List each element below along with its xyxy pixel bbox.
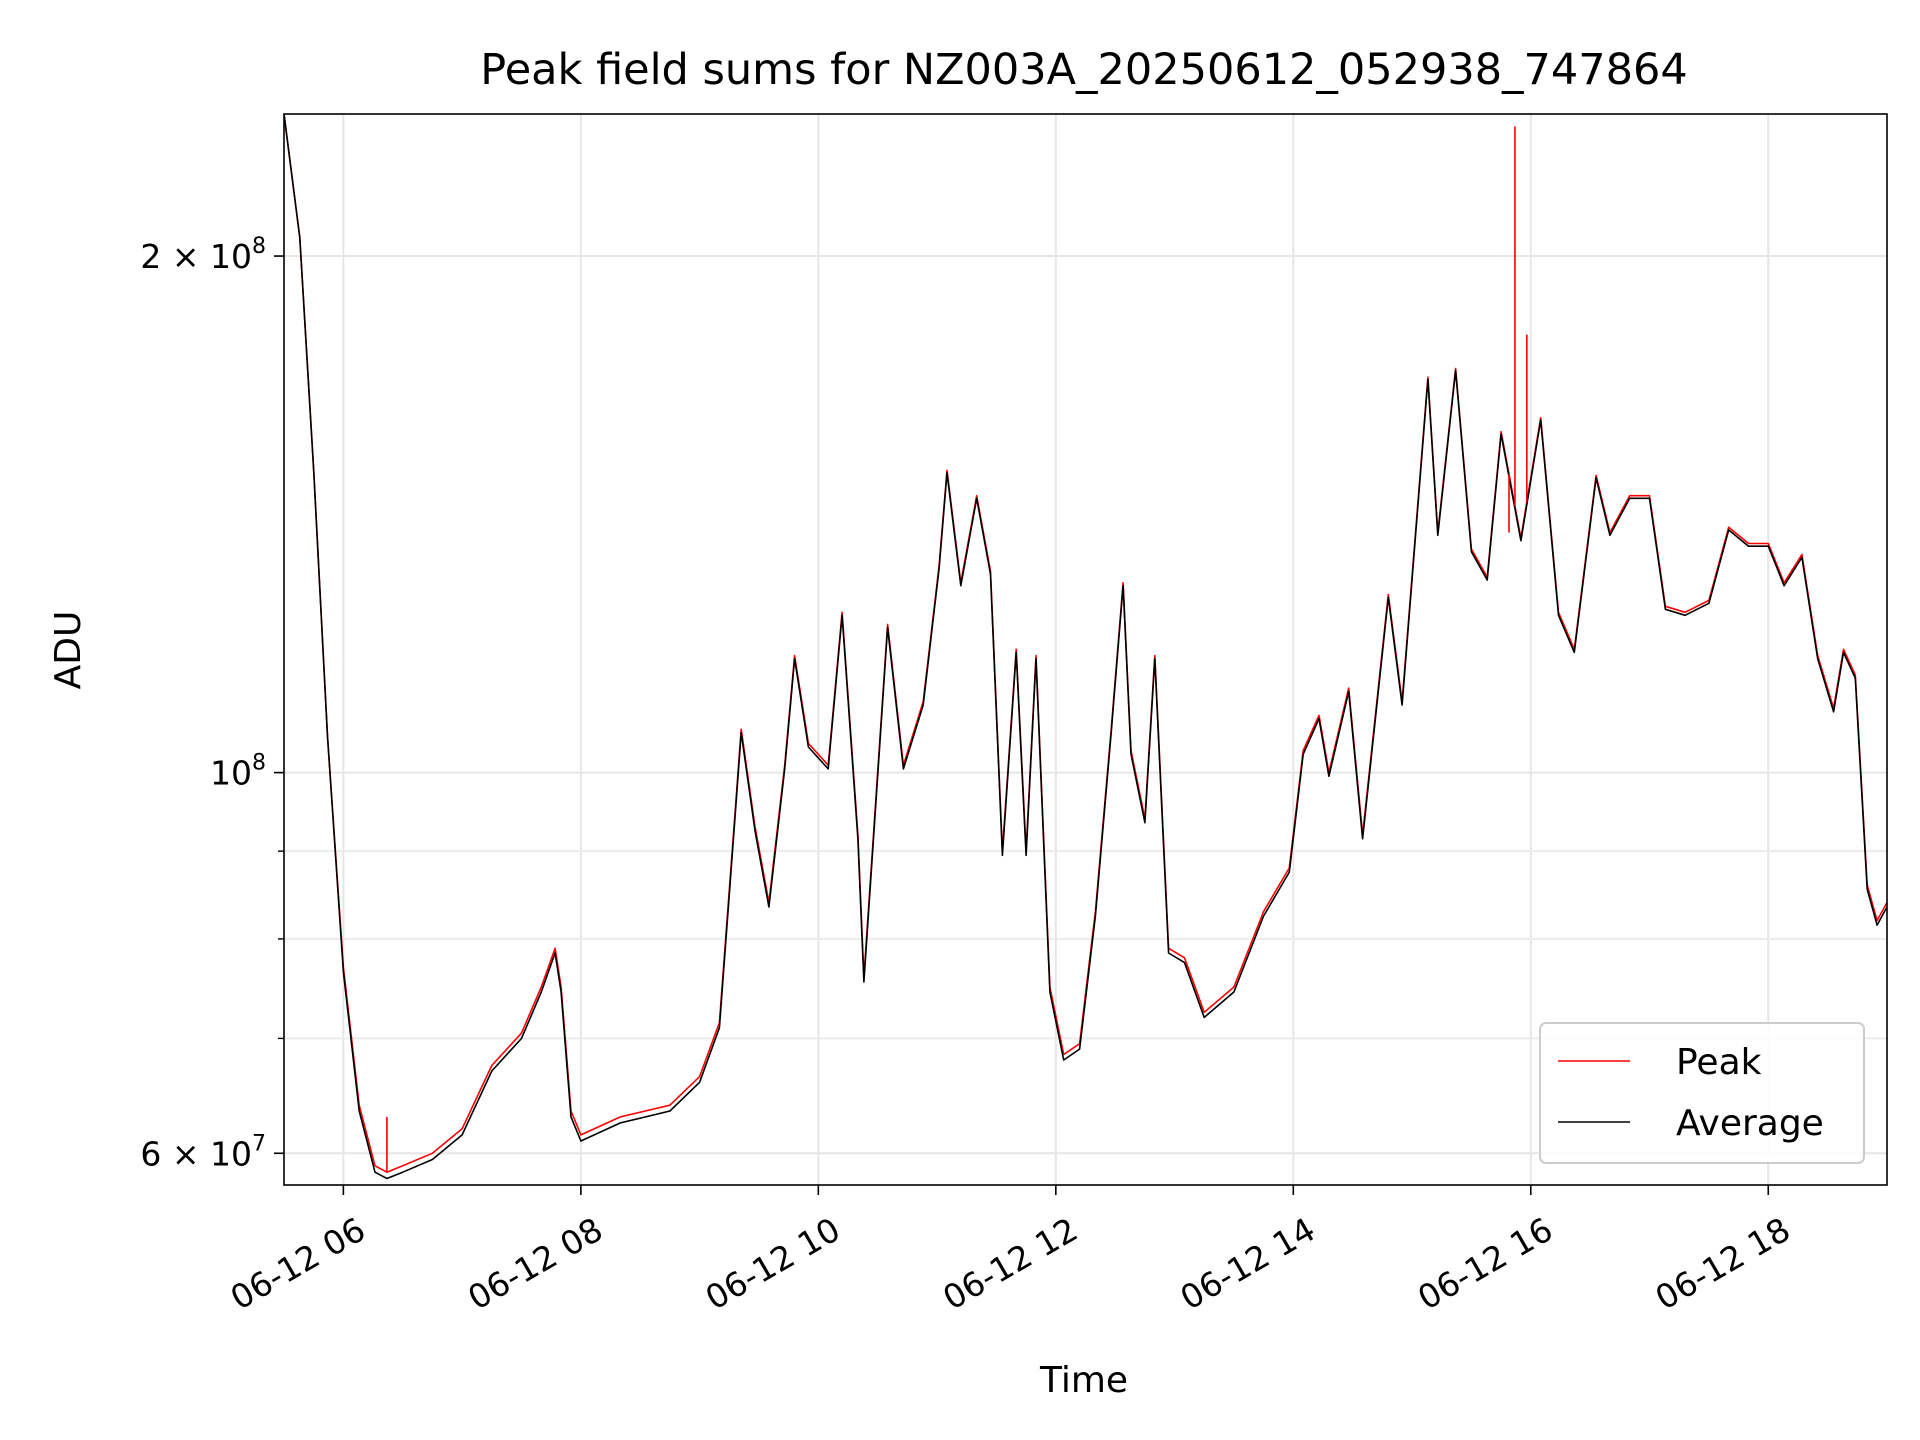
legend-label-average: Average	[1676, 1103, 1824, 1144]
chart-title: Peak field sums for NZ003A_20250612_0529…	[480, 45, 1687, 95]
y-axis: 6 × 107 108 2 × 108	[140, 234, 284, 1173]
y-tick-label: 6 × 107	[140, 1131, 266, 1173]
plot-frame	[283, 113, 1888, 1186]
y-tick-label: 2 × 108	[140, 234, 266, 276]
series-line-average	[284, 114, 1887, 1180]
y-tick-label: 108	[210, 751, 266, 793]
series-layer	[284, 114, 1887, 1180]
legend-label-peak: Peak	[1676, 1042, 1762, 1083]
grid	[284, 114, 1887, 1185]
y-axis-label: ADU	[48, 611, 89, 690]
x-axis-label: Time	[1039, 1360, 1128, 1401]
legend: Peak Average	[1539, 1022, 1865, 1164]
legend-box	[1539, 1022, 1865, 1164]
